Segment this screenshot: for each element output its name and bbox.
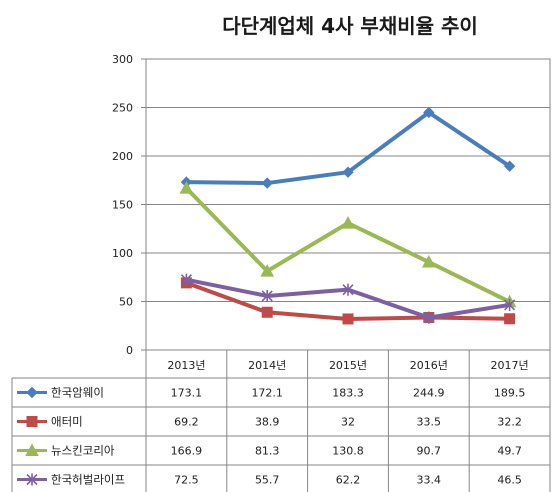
chart-title: 다단계업체 4사 부채비율 추이 [222,14,478,38]
x-category-label: 2015년 [329,359,367,372]
series-3-data-label: 130.8 [332,445,364,458]
series-3-data-label: 90.7 [417,445,442,458]
series-1-data-label: 244.9 [413,387,445,400]
y-tick-label: 300 [112,53,133,66]
series-4-legend-marker [26,473,38,486]
series-1-point [503,160,516,172]
series-1-legend-marker [26,386,38,399]
series-3-name: 뉴스킨코리아 [51,444,115,458]
series-2-data-label: 38.9 [255,416,280,429]
series-1-data-label: 172.1 [251,387,283,400]
series-4-point [261,289,273,302]
series-3-legend-marker [25,443,39,456]
y-tick-label: 100 [112,247,133,260]
series-2-legend-marker [26,416,38,427]
series-4-data-label: 46.5 [497,474,522,487]
x-category-label: 2014년 [248,359,286,372]
series-1-data-label: 173.1 [171,387,203,400]
series-3-point [341,216,355,229]
series-4-point [180,273,192,286]
series-1-data-label: 189.5 [494,387,526,400]
series-3-point [421,254,436,268]
series-4-data-label: 62.2 [336,474,361,487]
x-category-label: 2017년 [491,359,529,372]
series-1-name: 한국암웨이 [51,386,104,400]
series-2-data-label: 69.2 [174,416,199,429]
series-1-point [261,177,273,189]
y-tick-label: 250 [112,102,133,115]
series-4-point [504,298,516,311]
series-4-data-label: 33.4 [417,474,442,487]
x-category-label: 2013년 [167,359,205,372]
y-tick-label: 50 [119,296,133,309]
x-category-label: 2016년 [410,359,448,372]
series-3-data-label: 81.3 [255,445,280,458]
series-4-point [423,311,435,324]
series-2-point [342,313,354,325]
series-2-data-label: 33.5 [417,416,442,429]
series-4-data-label: 55.7 [255,474,280,487]
series-2-data-label: 32 [341,416,355,429]
series-1-point [342,166,354,178]
series-4-data-label: 72.5 [174,474,199,487]
series-1-point [423,106,435,119]
series-2-point [261,306,273,318]
series-3-data-label: 49.7 [497,445,522,458]
y-tick-label: 200 [112,150,133,163]
series-1-data-label: 183.3 [332,387,364,400]
series-2-point [504,313,516,325]
series-4-point [342,283,354,296]
series-3-point [179,181,194,194]
series-3-point [260,264,275,277]
y-tick-label: 150 [112,199,133,212]
series-2-data-label: 32.2 [497,416,522,429]
series-3-data-label: 166.9 [171,445,203,458]
series-4-name: 한국허벌라이프 [51,473,125,487]
y-tick-label: 0 [126,344,133,357]
series-2-name: 애터미 [51,415,83,429]
